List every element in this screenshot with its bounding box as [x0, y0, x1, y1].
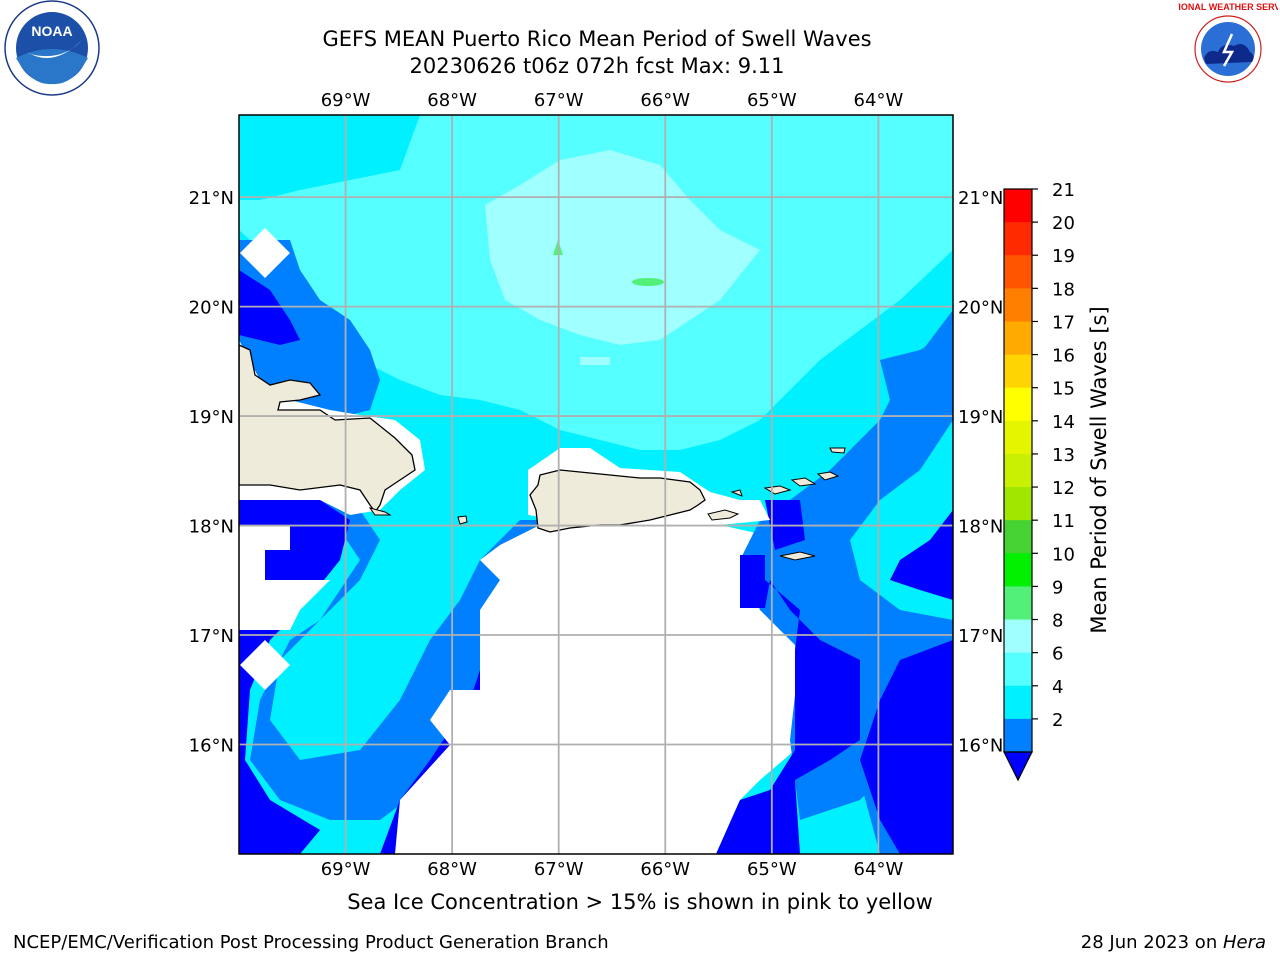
lon-label-bottom: 69°W: [321, 859, 371, 880]
colorbar-tick-label: 10: [1052, 544, 1075, 565]
noaa-logo: NOAA: [4, 0, 100, 96]
lon-label-top: 67°W: [534, 90, 584, 111]
colorbar-tick-label: 16: [1052, 346, 1075, 367]
footer-credit: NCEP/EMC/Verification Post Processing Pr…: [13, 932, 609, 953]
colorbar-bin: [1004, 487, 1032, 521]
colorbar-tick-label: 8: [1052, 611, 1063, 632]
lon-label-top: 68°W: [427, 90, 477, 111]
lat-label-left: 20°N: [189, 298, 234, 319]
colorbar-bin: [1004, 255, 1032, 289]
colorbar-tick-label: 13: [1052, 445, 1075, 466]
svg-text:NATIONAL WEATHER SERVICE: NATIONAL WEATHER SERVICE: [1178, 2, 1278, 12]
colorbar-tick-label: 2: [1052, 710, 1063, 731]
colorbar-bin: [1004, 321, 1032, 356]
lat-label-left: 18°N: [189, 517, 234, 538]
graticule: [239, 115, 953, 854]
colorbar-bin: [1004, 420, 1032, 455]
svg-text:NOAA: NOAA: [31, 23, 72, 39]
chart-title: GEFS MEAN Puerto Rico Mean Period of Swe…: [322, 27, 872, 51]
lon-label-top: 69°W: [321, 90, 371, 111]
lon-label-bottom: 67°W: [534, 859, 584, 880]
footer-date: 28 Jun 2023 on Hera: [1080, 932, 1266, 953]
missing-data-region: [395, 520, 795, 854]
colorbar-bin: [1004, 553, 1032, 587]
lon-label-top: 66°W: [640, 90, 690, 111]
colorbar-tick-label: 17: [1052, 312, 1075, 333]
lon-label-bottom: 64°W: [854, 859, 904, 880]
period-2-4-southwest: [239, 500, 580, 820]
nws-logo: NATIONAL WEATHER SERVICE: [1178, 2, 1278, 95]
colorbar: 21 20 19 18 17 16 15 14 13 12 11 10 9 8 6 4 2: [1003, 180, 1075, 782]
map-frame: [238, 114, 954, 855]
colorbar-tick-label: 4: [1052, 677, 1063, 698]
colorbar-tick-label: 14: [1052, 412, 1075, 433]
colorbar-bin: [1004, 520, 1032, 554]
colorbar-bin: [1004, 619, 1032, 654]
lat-label-right: 16°N: [958, 736, 1003, 757]
colorbar-bin: [1004, 354, 1032, 389]
sea-ice-caption: Sea Ice Concentration > 15% is shown in …: [347, 890, 933, 914]
colorbar-tick-label: 18: [1052, 279, 1075, 300]
lat-label-right: 19°N: [958, 407, 1003, 428]
colorbar-bin: [1004, 222, 1032, 256]
lat-label-left: 17°N: [189, 626, 234, 647]
colorbar-label: Mean Period of Swell Waves [s]: [1087, 306, 1111, 633]
colorbar-bin: [1004, 652, 1032, 687]
colorbar-bin: [1004, 718, 1032, 753]
lon-label-bottom: 68°W: [427, 859, 477, 880]
colorbar-tick-label: 15: [1052, 379, 1075, 400]
colorbar-tick-label: 12: [1052, 478, 1075, 499]
period-0-2-east: [860, 510, 953, 854]
lon-label-top: 65°W: [747, 90, 797, 111]
colorbar-tick-label: 9: [1052, 577, 1063, 598]
colorbar-tick-label: 20: [1052, 213, 1075, 234]
green-speck: [632, 278, 664, 286]
colorbar-tick-label: 6: [1052, 644, 1063, 665]
colorbar-bin: [1004, 189, 1032, 223]
colorbar-tick-label: 19: [1052, 246, 1075, 267]
lat-label-left: 21°N: [189, 188, 234, 209]
land-puerto-rico: [529, 469, 706, 533]
colorbar-bin: [1004, 387, 1032, 422]
lon-label-top: 64°W: [854, 90, 904, 111]
colorbar-bin: [1004, 288, 1032, 322]
lat-label-right: 21°N: [958, 188, 1003, 209]
lat-label-right: 17°N: [958, 626, 1003, 647]
colorbar-tick-label: 21: [1052, 180, 1075, 201]
colorbar-bin: [1004, 685, 1032, 720]
lat-label-left: 16°N: [189, 736, 234, 757]
lat-label-right: 18°N: [958, 517, 1003, 538]
colorbar-bin: [1004, 586, 1032, 621]
lat-label-right: 20°N: [958, 298, 1003, 319]
land-hispaniola: [239, 344, 416, 514]
chart-subtitle: 20230626 t06z 072h fcst Max: 9.11: [409, 54, 785, 78]
lon-label-bottom: 66°W: [640, 859, 690, 880]
period-9-plus-region: [485, 150, 760, 345]
colorbar-extend-arrow: [1003, 751, 1033, 782]
colorbar-tick-label: 11: [1052, 511, 1075, 532]
lat-label-left: 19°N: [189, 407, 234, 428]
colorbar-bin: [1004, 453, 1032, 488]
lon-label-bottom: 65°W: [747, 859, 797, 880]
colorbar-frame: [1003, 188, 1033, 753]
